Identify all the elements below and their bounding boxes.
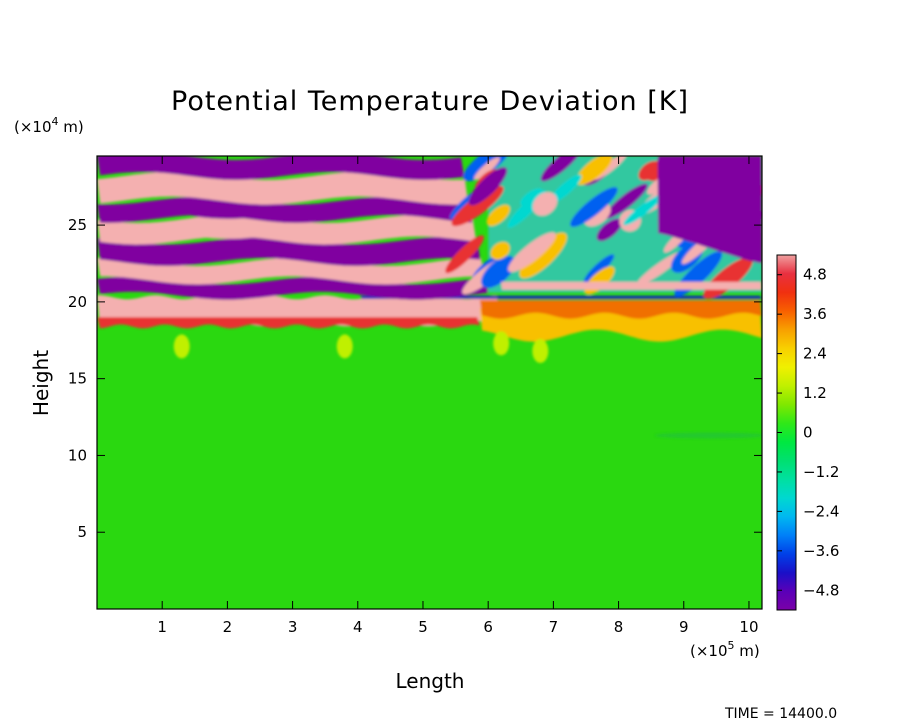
pink-ribbon-right xyxy=(501,281,762,290)
layer-band xyxy=(97,236,481,266)
chevron-blob xyxy=(187,206,268,219)
x-tick-label: 6 xyxy=(483,618,493,636)
wave-streak xyxy=(604,183,648,219)
wave-streak xyxy=(520,188,543,206)
x-axis-unit: (×105 m) xyxy=(690,639,760,660)
colorbar-tick-label: −3.6 xyxy=(803,542,839,560)
x-tick-label: 5 xyxy=(418,618,428,636)
warm-bump xyxy=(336,334,353,359)
wave-streak xyxy=(451,185,504,227)
wave-streak xyxy=(549,174,582,204)
wave-streak xyxy=(570,187,618,227)
wave-streak xyxy=(508,232,556,273)
x-axis-ticks: 1 2 3 4 5 6 7 8 9 10 xyxy=(157,156,759,636)
wave-streak xyxy=(623,194,663,226)
y-axis-label: Height xyxy=(29,350,53,416)
chevron-blob xyxy=(187,226,268,239)
red-streak-left xyxy=(97,317,480,329)
y-tick-label: 15 xyxy=(68,370,87,388)
warm-layer-right xyxy=(480,308,762,342)
heatmap-field xyxy=(97,156,762,609)
x-tick-label: 4 xyxy=(353,618,363,636)
colorbar-tick-label: 1.2 xyxy=(803,384,827,402)
layer-band xyxy=(97,196,473,223)
wave-streak xyxy=(596,218,622,242)
wave-streak xyxy=(468,167,508,206)
plot-frame xyxy=(96,155,763,610)
chevron-blob xyxy=(187,166,268,179)
wave-streak xyxy=(576,156,613,185)
chart-title: Potential Temperature Deviation [K] xyxy=(171,86,689,117)
colorbar-tick-label: 2.4 xyxy=(803,345,827,363)
y-tick-label: 20 xyxy=(68,293,87,311)
wave-streak xyxy=(583,254,615,283)
wave-streak xyxy=(519,232,567,279)
colorbar-tick-label: 3.6 xyxy=(803,305,827,323)
wave-streak xyxy=(532,192,558,216)
wave-streak xyxy=(463,156,511,182)
wave-streak xyxy=(445,235,484,274)
chevron-blob xyxy=(187,186,268,199)
wave-streak xyxy=(636,251,684,286)
y-tick-label: 5 xyxy=(77,523,87,541)
y-tick-label: 10 xyxy=(68,446,87,464)
colorbar-tick-label: 4.8 xyxy=(803,266,827,284)
warm-bump xyxy=(173,334,190,359)
purple-upper-right xyxy=(657,156,762,264)
x-tick-label: 2 xyxy=(223,618,233,636)
colorbar-tick-label: −1.2 xyxy=(803,463,839,481)
colorbar-tick-label: 0 xyxy=(803,424,813,442)
x-tick-label: 8 xyxy=(614,618,624,636)
x-tick-label: 10 xyxy=(739,618,758,636)
x-tick-label: 9 xyxy=(679,618,689,636)
faint-streak xyxy=(654,432,762,439)
colorbar-ticks: 4.8 3.6 2.4 1.2 0 −1.2 −2.4 −3.6 −4.8 xyxy=(777,266,839,599)
x-tick-label: 3 xyxy=(288,618,298,636)
time-label: TIME = 14400.0 xyxy=(724,706,837,722)
layer-band xyxy=(97,172,469,205)
wave-streak xyxy=(540,156,582,182)
y-axis-ticks: 5 10 15 20 25 xyxy=(68,216,762,541)
x-tick-label: 7 xyxy=(549,618,559,636)
wave-streak xyxy=(638,161,660,181)
wave-streak xyxy=(481,256,516,288)
layer-band xyxy=(97,215,477,245)
wave-streak xyxy=(490,241,510,260)
y-tick-label: 25 xyxy=(68,216,87,234)
x-axis-label: Length xyxy=(396,669,465,693)
colorbar-tick-label: −4.8 xyxy=(803,581,839,599)
x-tick-label: 1 xyxy=(157,618,167,636)
warm-bump xyxy=(493,331,510,356)
layer-band xyxy=(97,258,485,285)
y-axis-unit: (×104 m) xyxy=(14,115,84,136)
colorbar-tick-label: −2.4 xyxy=(803,502,839,520)
wave-streak xyxy=(474,157,500,180)
warm-core-right xyxy=(480,300,762,319)
cold-thin-line xyxy=(360,295,762,299)
warm-bump xyxy=(532,339,549,364)
field-detail xyxy=(97,156,762,439)
wave-streak xyxy=(486,204,510,226)
